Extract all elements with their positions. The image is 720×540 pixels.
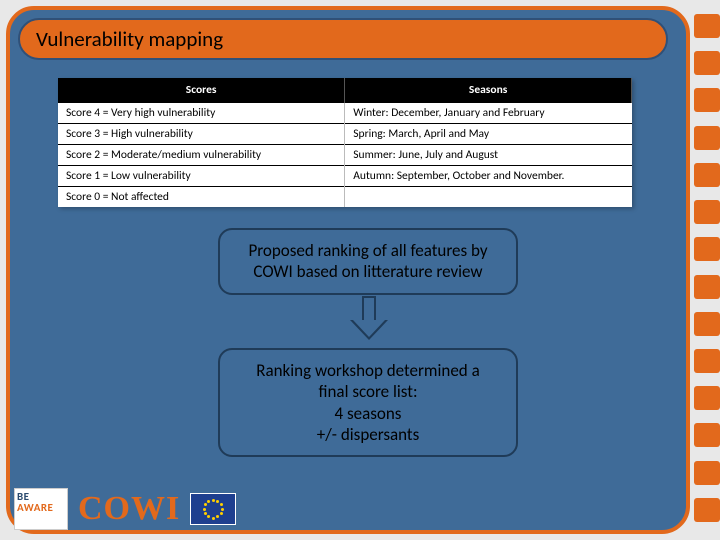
arrow-down-icon bbox=[352, 296, 386, 340]
table-cell: Score 0 = Not affected bbox=[58, 187, 345, 208]
table-cell: Winter: December, January and February bbox=[345, 103, 632, 124]
table-cell: Score 3 = High vulnerability bbox=[58, 124, 345, 145]
slide: Vulnerability mapping Scores Seasons Sco… bbox=[0, 0, 720, 540]
callout-workshop: Ranking workshop determined a final scor… bbox=[218, 348, 518, 457]
eu-flag-icon bbox=[190, 493, 236, 525]
table-row: Score 1 = Low vulnerabilityAutumn: Septe… bbox=[58, 166, 632, 187]
callout-line: +/- dispersants bbox=[238, 424, 498, 445]
table-cell: Score 4 = Very high vulnerability bbox=[58, 103, 345, 124]
table-row: Score 3 = High vulnerabilitySpring: Marc… bbox=[58, 124, 632, 145]
title-pill: Vulnerability mapping bbox=[18, 18, 668, 60]
table-cell: Summer: June, July and August bbox=[345, 145, 632, 166]
decorative-stripes bbox=[694, 14, 720, 522]
cowi-logo: COWI bbox=[78, 490, 180, 528]
be-aware-logo: BE AWARE bbox=[14, 488, 68, 530]
table-header-scores: Scores bbox=[58, 78, 345, 103]
table-row: Score 0 = Not affected bbox=[58, 187, 632, 208]
table-cell: Spring: March, April and May bbox=[345, 124, 632, 145]
table-cell: Score 2 = Moderate/medium vulnerability bbox=[58, 145, 345, 166]
table-row: Score 2 = Moderate/medium vulnerabilityS… bbox=[58, 145, 632, 166]
table-row: Score 4 = Very high vulnerabilityWinter:… bbox=[58, 103, 632, 124]
callout-line: COWI based on litterature review bbox=[238, 261, 498, 282]
callout-line: Proposed ranking of all features by bbox=[238, 240, 498, 261]
logo-text: AWARE bbox=[17, 501, 53, 514]
slide-title: Vulnerability mapping bbox=[36, 26, 223, 52]
scores-table: Scores Seasons Score 4 = Very high vulne… bbox=[58, 78, 632, 207]
callout-line: Ranking workshop determined a bbox=[238, 360, 498, 381]
footer-logos: BE AWARE COWI bbox=[14, 488, 236, 530]
table-cell: Score 1 = Low vulnerability bbox=[58, 166, 345, 187]
callout-line: 4 seasons bbox=[238, 403, 498, 424]
table-header-seasons: Seasons bbox=[345, 78, 632, 103]
table-cell bbox=[345, 187, 632, 208]
callout-proposed-ranking: Proposed ranking of all features by COWI… bbox=[218, 228, 518, 295]
callout-line: final score list: bbox=[238, 381, 498, 402]
table-cell: Autumn: September, October and November. bbox=[345, 166, 632, 187]
